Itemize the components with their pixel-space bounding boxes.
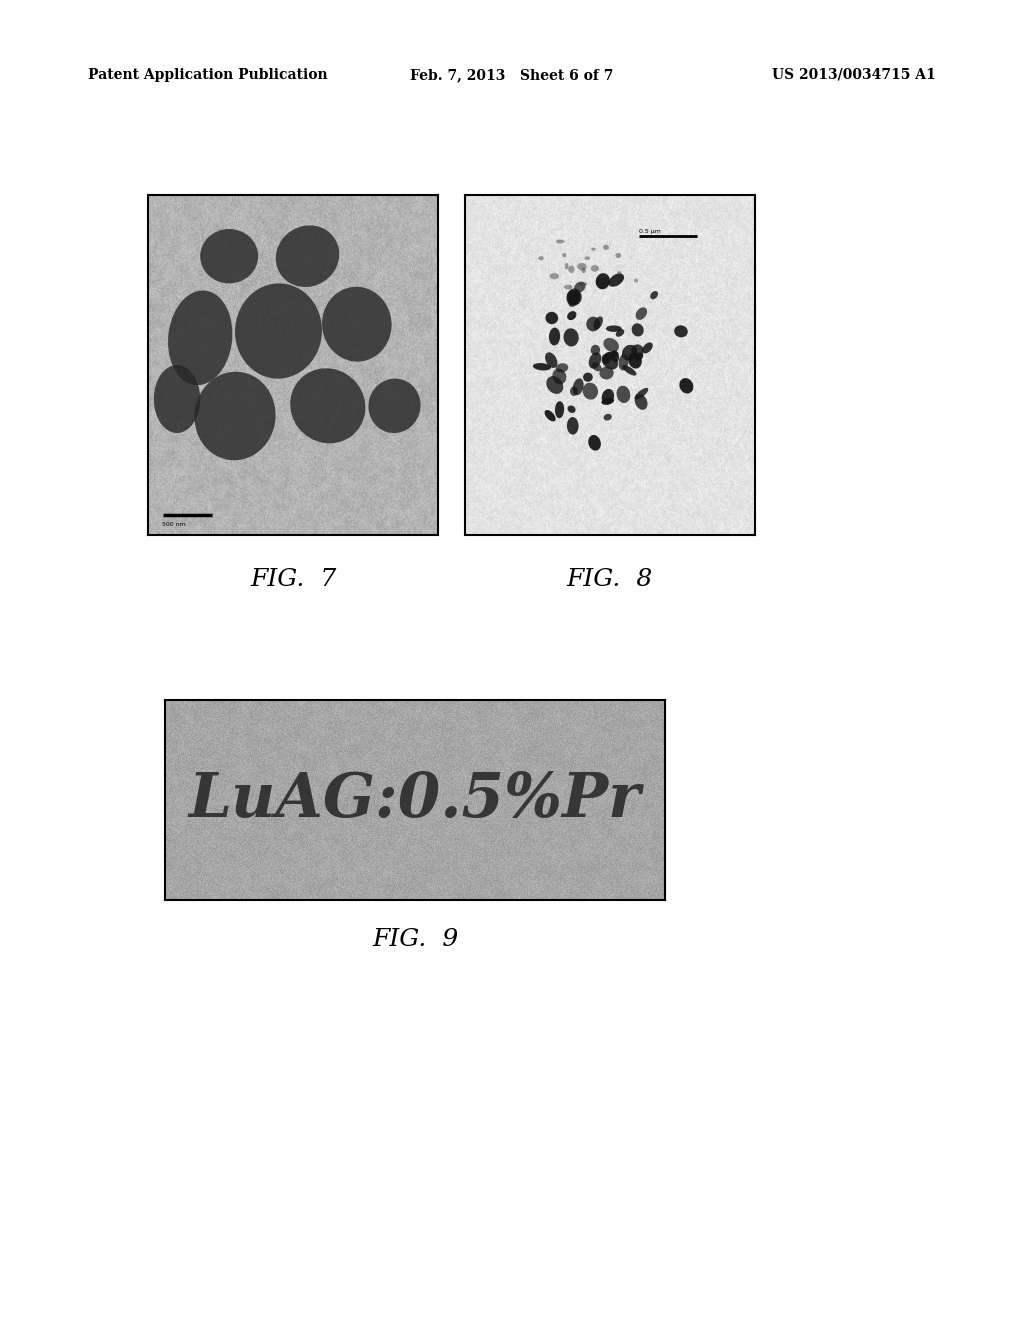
Ellipse shape	[587, 317, 600, 331]
Ellipse shape	[622, 345, 637, 360]
Ellipse shape	[616, 385, 631, 403]
Ellipse shape	[585, 256, 590, 260]
Ellipse shape	[549, 327, 560, 346]
Ellipse shape	[642, 342, 652, 354]
Ellipse shape	[369, 379, 421, 433]
Ellipse shape	[567, 312, 577, 321]
Ellipse shape	[532, 363, 551, 371]
Ellipse shape	[632, 323, 644, 337]
Ellipse shape	[591, 248, 596, 251]
Ellipse shape	[545, 411, 556, 421]
Ellipse shape	[674, 325, 688, 338]
Ellipse shape	[602, 352, 612, 364]
Ellipse shape	[635, 395, 647, 409]
Ellipse shape	[290, 368, 366, 444]
Ellipse shape	[562, 253, 566, 257]
Ellipse shape	[636, 308, 647, 319]
Ellipse shape	[154, 366, 201, 433]
Ellipse shape	[566, 290, 580, 306]
Ellipse shape	[608, 273, 624, 286]
Ellipse shape	[602, 389, 614, 404]
Ellipse shape	[545, 352, 557, 368]
Ellipse shape	[568, 265, 574, 273]
Ellipse shape	[574, 281, 586, 293]
Ellipse shape	[628, 352, 642, 368]
Ellipse shape	[618, 354, 629, 371]
Ellipse shape	[601, 399, 614, 405]
Text: Feb. 7, 2013   Sheet 6 of 7: Feb. 7, 2013 Sheet 6 of 7	[411, 69, 613, 82]
Ellipse shape	[201, 228, 258, 284]
Ellipse shape	[236, 284, 322, 379]
Ellipse shape	[635, 352, 643, 360]
Ellipse shape	[623, 366, 637, 376]
Ellipse shape	[603, 244, 609, 249]
Ellipse shape	[606, 326, 622, 331]
Ellipse shape	[634, 279, 638, 282]
Ellipse shape	[546, 376, 563, 393]
Ellipse shape	[556, 239, 564, 243]
Ellipse shape	[615, 253, 622, 259]
Text: 500 nm: 500 nm	[163, 521, 186, 527]
Ellipse shape	[550, 273, 559, 279]
Ellipse shape	[570, 387, 578, 396]
Ellipse shape	[578, 263, 587, 271]
Ellipse shape	[563, 329, 579, 347]
Ellipse shape	[556, 363, 568, 372]
Ellipse shape	[631, 345, 644, 358]
Text: Patent Application Publication: Patent Application Publication	[88, 69, 328, 82]
Ellipse shape	[599, 367, 613, 379]
Ellipse shape	[591, 345, 600, 355]
Text: FIG.  8: FIG. 8	[567, 569, 653, 591]
Ellipse shape	[592, 362, 602, 371]
Ellipse shape	[615, 329, 625, 337]
Ellipse shape	[583, 372, 593, 381]
Ellipse shape	[539, 256, 544, 260]
Ellipse shape	[195, 372, 275, 461]
Ellipse shape	[599, 275, 607, 277]
Ellipse shape	[168, 290, 232, 385]
Ellipse shape	[601, 354, 618, 370]
Ellipse shape	[583, 383, 598, 400]
Ellipse shape	[603, 351, 618, 359]
Ellipse shape	[572, 379, 584, 395]
Ellipse shape	[611, 350, 620, 363]
Text: FIG.  9: FIG. 9	[372, 928, 458, 952]
Ellipse shape	[588, 436, 601, 450]
Text: FIG.  7: FIG. 7	[250, 569, 336, 591]
Ellipse shape	[579, 282, 588, 286]
Text: US 2013/0034715 A1: US 2013/0034715 A1	[772, 69, 936, 82]
Ellipse shape	[603, 413, 611, 421]
Text: LuAG:0.5%Pr: LuAG:0.5%Pr	[188, 770, 641, 830]
Ellipse shape	[567, 289, 582, 305]
Ellipse shape	[591, 265, 599, 272]
Ellipse shape	[589, 352, 601, 368]
Ellipse shape	[568, 290, 581, 308]
Ellipse shape	[567, 417, 579, 434]
Ellipse shape	[635, 388, 648, 400]
Ellipse shape	[582, 268, 586, 273]
Ellipse shape	[322, 286, 391, 362]
Ellipse shape	[596, 273, 610, 289]
Ellipse shape	[650, 290, 658, 300]
Ellipse shape	[546, 312, 558, 325]
Ellipse shape	[594, 317, 603, 330]
Ellipse shape	[552, 368, 566, 384]
Ellipse shape	[564, 285, 572, 289]
Ellipse shape	[555, 401, 564, 418]
Ellipse shape	[603, 338, 618, 352]
Text: 0.5 µm: 0.5 µm	[639, 228, 660, 234]
Ellipse shape	[679, 378, 693, 393]
Ellipse shape	[275, 226, 339, 286]
Ellipse shape	[564, 263, 568, 269]
Ellipse shape	[567, 405, 575, 413]
Ellipse shape	[617, 271, 622, 276]
